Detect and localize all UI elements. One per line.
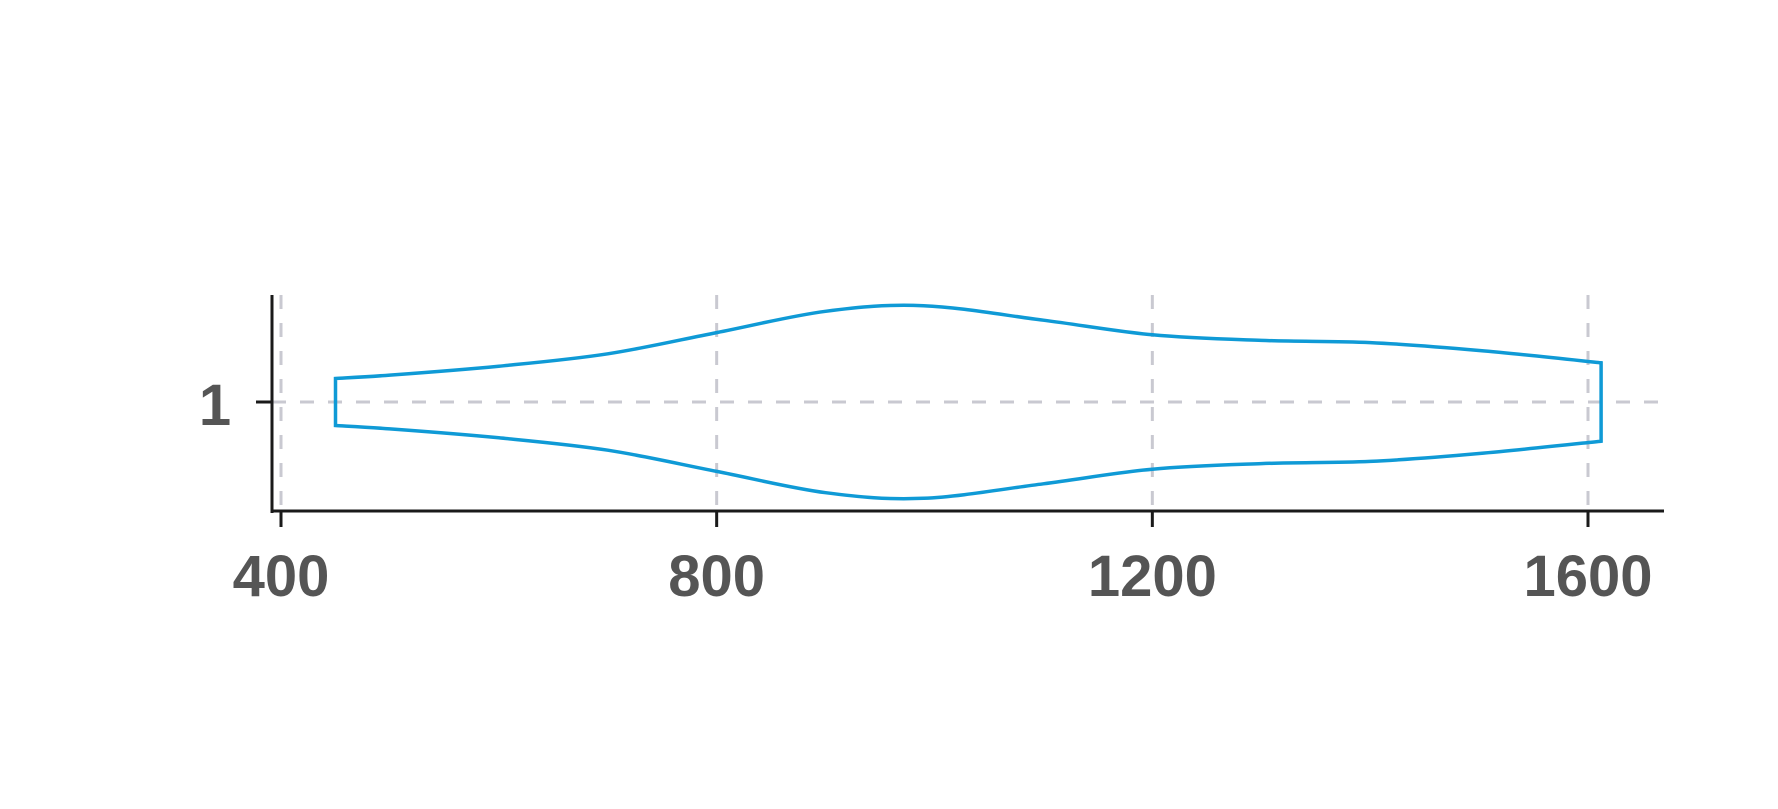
axes (270, 295, 1664, 513)
y-tick-label: 1 (199, 373, 231, 438)
x-tick-label: 400 (233, 544, 330, 609)
x-tick-label: 800 (668, 544, 765, 609)
x-tick-label: 1600 (1523, 544, 1652, 609)
violin-plot (333, 303, 1603, 501)
violin-shape (333, 303, 1603, 501)
grid-lines (272, 295, 1664, 511)
ticks: 400 800 1200 1600 1 (199, 373, 1653, 609)
x-tick-label: 1200 (1088, 544, 1217, 609)
